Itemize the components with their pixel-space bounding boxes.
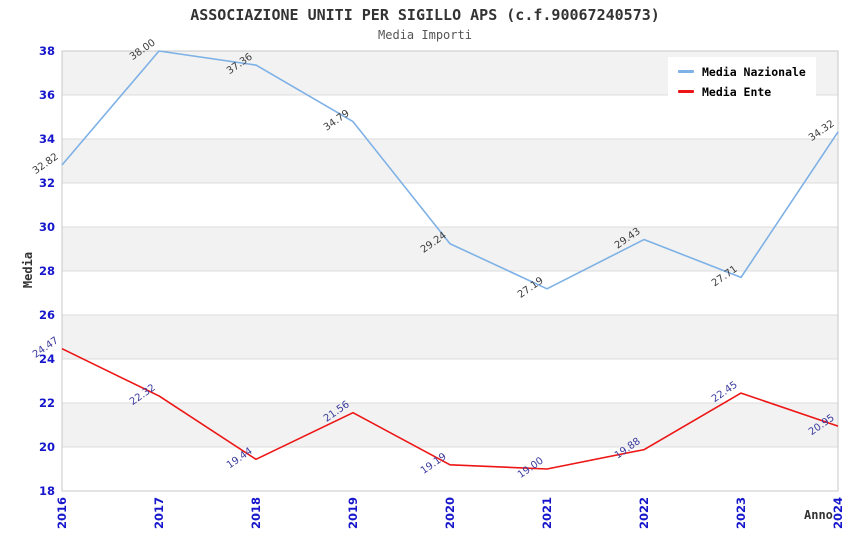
svg-text:38: 38 — [39, 44, 55, 58]
svg-text:2020: 2020 — [443, 497, 457, 529]
svg-text:2023: 2023 — [734, 497, 748, 529]
svg-text:2016: 2016 — [55, 497, 69, 529]
svg-text:36: 36 — [39, 88, 55, 102]
svg-text:2024: 2024 — [831, 497, 845, 529]
legend-swatch-media-ente — [678, 90, 694, 93]
svg-text:27.19: 27.19 — [516, 275, 546, 300]
svg-text:24: 24 — [39, 352, 55, 366]
legend-label-media-nazionale: Media Nazionale — [702, 64, 806, 79]
x-axis-title: Anno — [804, 508, 833, 522]
svg-text:22.45: 22.45 — [710, 380, 740, 405]
legend-item-media-nazionale: Media Nazionale — [678, 64, 806, 79]
svg-text:2018: 2018 — [249, 497, 263, 529]
legend-item-media-ente: Media Ente — [678, 84, 806, 99]
svg-text:2021: 2021 — [540, 497, 554, 529]
legend-label-media-ente: Media Ente — [702, 84, 772, 99]
svg-text:22: 22 — [39, 396, 55, 410]
svg-text:28: 28 — [39, 264, 55, 278]
svg-text:32.82: 32.82 — [31, 151, 61, 176]
svg-text:30: 30 — [39, 220, 55, 234]
svg-text:19.19: 19.19 — [419, 451, 449, 476]
svg-text:26: 26 — [39, 308, 55, 322]
chart-subtitle: Media Importi — [378, 28, 472, 42]
svg-text:2017: 2017 — [152, 497, 166, 529]
svg-text:2022: 2022 — [637, 497, 651, 529]
svg-text:2019: 2019 — [346, 497, 360, 529]
svg-text:32: 32 — [39, 176, 55, 190]
chart-title: ASSOCIAZIONE UNITI PER SIGILLO APS (c.f.… — [190, 6, 660, 24]
svg-text:18: 18 — [39, 484, 55, 498]
svg-text:34: 34 — [39, 132, 55, 146]
y-axis-title: Media — [21, 251, 36, 289]
legend: Media Nazionale Media Ente — [668, 57, 816, 106]
legend-swatch-media-nazionale — [678, 70, 694, 73]
svg-text:20: 20 — [39, 440, 55, 454]
